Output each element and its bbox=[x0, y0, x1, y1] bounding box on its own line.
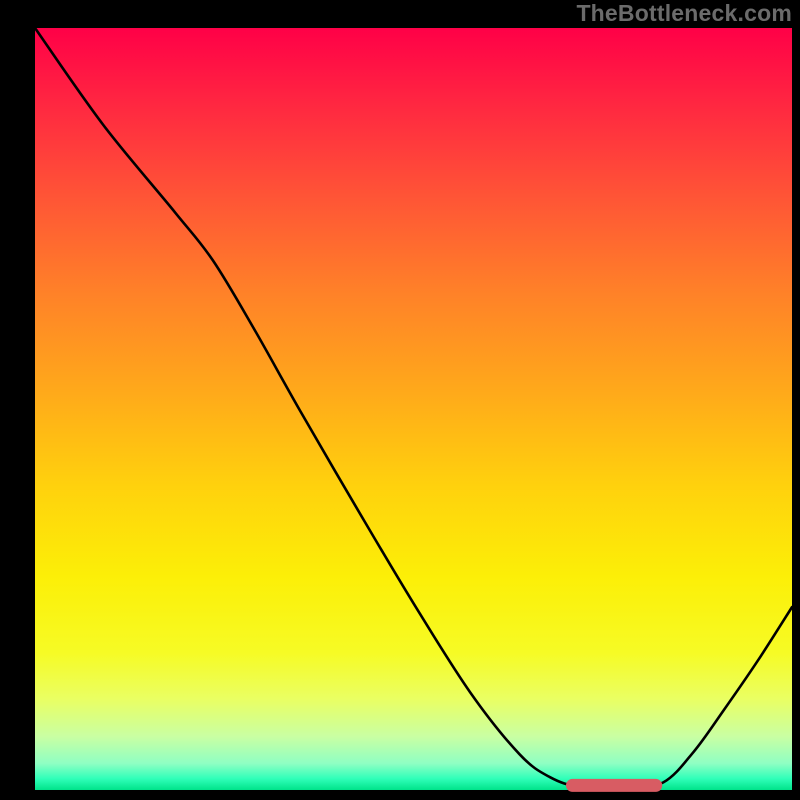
gradient-background bbox=[35, 28, 792, 790]
bottleneck-chart bbox=[0, 0, 800, 800]
watermark-text: TheBottleneck.com bbox=[576, 0, 792, 27]
image-container: TheBottleneck.com bbox=[0, 0, 800, 800]
